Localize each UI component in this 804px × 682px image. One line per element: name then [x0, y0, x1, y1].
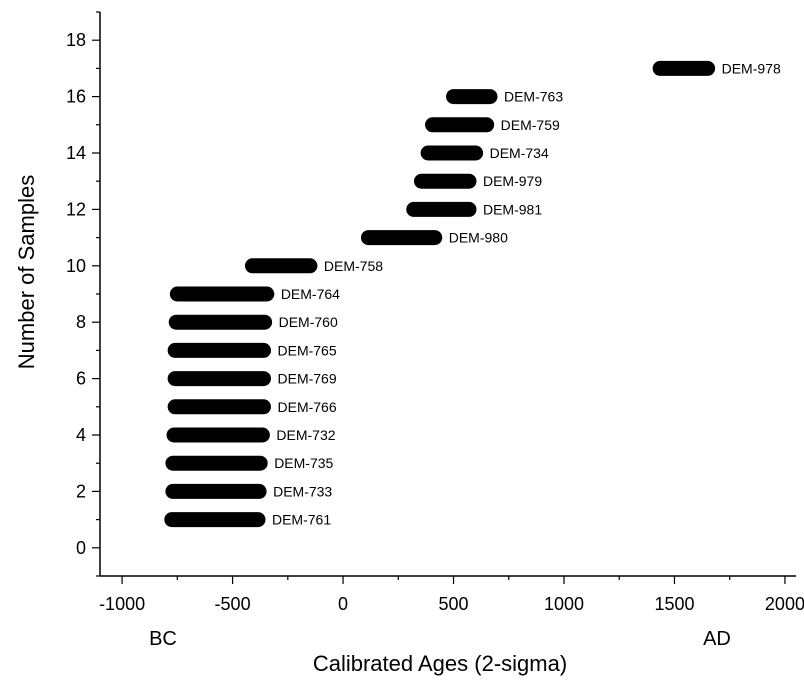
bar-label: DEM-735 — [274, 455, 333, 471]
bar-label: DEM-765 — [278, 342, 337, 358]
y-tick-label: 18 — [66, 30, 86, 50]
plot-area: DEM-761 DEM-733 DEM-735 DEM-732 DEM-766 DEM-7… — [164, 60, 781, 528]
bar-label: DEM-980 — [449, 230, 508, 246]
y-tick-label: 4 — [76, 425, 86, 445]
bar-label: DEM-734 — [490, 145, 549, 161]
bar-label: DEM-758 — [324, 258, 383, 274]
bar-label: DEM-978 — [722, 60, 781, 76]
x-tick-label: -500 — [215, 594, 251, 614]
bar-label: DEM-766 — [278, 399, 337, 415]
bar-label: DEM-979 — [483, 173, 542, 189]
era-label-bc: BC — [149, 628, 177, 650]
y-tick-label: 8 — [76, 312, 86, 332]
axes: 0 2 4 6 8 10 12 14 16 18 -1000 -500 0 500 1000 1500 2000 — [66, 11, 804, 614]
bar-label: DEM-763 — [504, 89, 563, 105]
x-tick-label: 1500 — [654, 594, 694, 614]
y-tick-label: 12 — [66, 199, 86, 219]
bar-label: DEM-761 — [272, 512, 331, 528]
x-axis-title: Calibrated Ages (2-sigma) — [313, 651, 567, 676]
bar-label: DEM-764 — [281, 286, 340, 302]
x-tick-label: 1000 — [544, 594, 584, 614]
y-tick-label: 2 — [76, 481, 86, 501]
y-tick-label: 0 — [76, 538, 86, 558]
bar-label: DEM-981 — [483, 201, 542, 217]
bar-label: DEM-732 — [276, 427, 335, 443]
x-tick-label: 2000 — [765, 594, 804, 614]
y-tick-label: 6 — [76, 369, 86, 389]
bar-label: DEM-759 — [501, 117, 560, 133]
bar-label: DEM-733 — [273, 483, 332, 499]
y-tick-label: 14 — [66, 143, 86, 163]
y-axis-title: Number of Samples — [14, 175, 39, 369]
x-tick-label: -1000 — [99, 594, 145, 614]
bar-label: DEM-760 — [279, 314, 338, 330]
x-tick-label: 0 — [338, 594, 348, 614]
bar-label: DEM-769 — [278, 371, 337, 387]
y-tick-label: 16 — [66, 87, 86, 107]
y-tick-label: 10 — [66, 256, 86, 276]
era-label-ad: AD — [703, 628, 731, 650]
x-tick-label: 500 — [439, 594, 469, 614]
